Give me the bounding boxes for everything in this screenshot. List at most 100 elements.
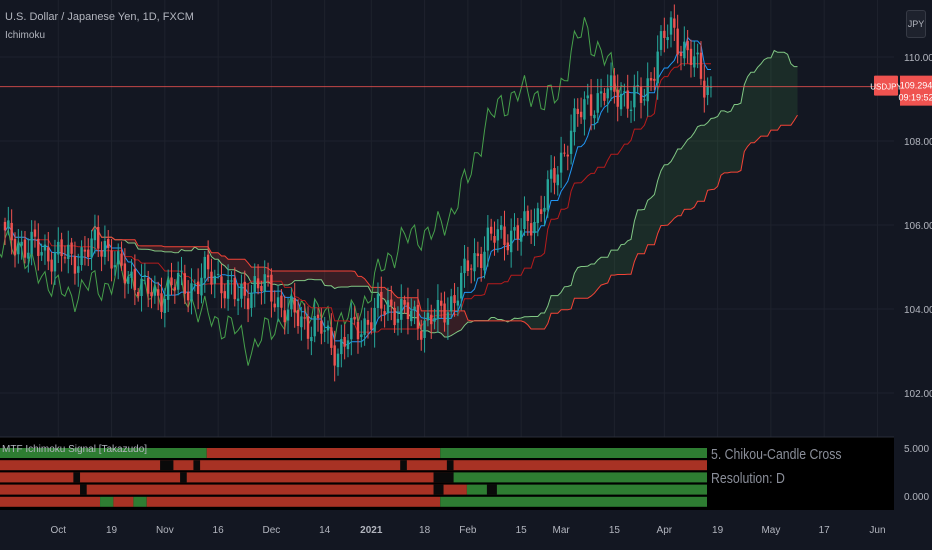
candle-body	[506, 242, 510, 251]
indicator-name[interactable]: Ichimoku	[5, 30, 46, 41]
candle-body	[443, 303, 446, 323]
candle-body	[50, 259, 53, 272]
candle-body	[483, 251, 486, 271]
candle-body	[656, 51, 659, 84]
signal-panel	[0, 436, 932, 510]
candle-body	[243, 281, 246, 296]
cloud-fill-bearish	[198, 246, 475, 337]
conversion-line	[4, 36, 711, 346]
signal-row-cell	[0, 448, 207, 458]
candle-body	[10, 222, 13, 241]
candle-body	[260, 285, 263, 292]
candle-body	[666, 37, 669, 41]
candle-body	[293, 298, 296, 313]
candle-body	[120, 253, 123, 266]
signal-row-cell	[486, 484, 497, 495]
time-tick-label: 2021	[360, 525, 383, 536]
candle-body	[93, 229, 97, 241]
candle-body	[170, 277, 173, 286]
candle-body	[180, 270, 183, 272]
candle-body	[210, 271, 213, 285]
candle-body	[706, 85, 709, 96]
candle-body	[366, 319, 370, 325]
candle-body	[403, 299, 406, 305]
candle-body	[686, 41, 689, 51]
candle-body	[383, 311, 386, 315]
time-tick-label: Dec	[263, 525, 281, 536]
candle-body	[473, 253, 476, 272]
candle-body	[137, 292, 140, 297]
candle-body	[609, 75, 613, 91]
currency-button[interactable]: JPY	[906, 10, 926, 38]
candle-body	[543, 207, 546, 212]
candle-body	[563, 152, 566, 154]
candle-body	[256, 278, 260, 289]
candle-body	[233, 277, 236, 300]
signal-row-cell	[100, 496, 114, 507]
candle-body	[183, 273, 187, 294]
candle-body	[663, 30, 666, 38]
signal-row-cell	[433, 484, 444, 495]
candle-body	[117, 251, 120, 265]
candle-body	[676, 28, 679, 55]
price-tick-label: 108.000	[904, 137, 932, 148]
candle-body	[513, 227, 516, 231]
candle-body	[693, 56, 696, 68]
candle-body	[127, 276, 130, 284]
candle-body	[440, 300, 443, 306]
candle-body	[216, 273, 220, 275]
candle-body	[673, 18, 676, 28]
candle-body	[466, 260, 470, 271]
candle-body	[390, 299, 393, 306]
candle-body	[110, 250, 113, 269]
candle-body	[280, 295, 283, 308]
candle-body	[47, 247, 50, 262]
candle-body	[553, 168, 556, 183]
candle-body	[653, 78, 656, 81]
time-tick-label: 19	[712, 525, 724, 536]
candle-body	[266, 275, 270, 278]
time-tick-label: May	[761, 525, 780, 536]
time-tick-label: Apr	[657, 525, 673, 536]
candle-body	[140, 278, 143, 297]
candle-body	[166, 279, 170, 300]
candle-body	[313, 316, 316, 337]
candle-body	[176, 272, 180, 290]
candle-body	[316, 314, 320, 319]
time-tick-label: 14	[319, 525, 331, 536]
candle-body	[430, 314, 433, 325]
candle-body	[433, 317, 436, 322]
signal-row-cell	[446, 460, 454, 471]
candle-body	[296, 310, 300, 327]
candle-body	[599, 91, 603, 94]
candle-body	[23, 239, 27, 258]
candle-body	[190, 283, 193, 301]
candle-body	[526, 210, 530, 221]
candle-body	[286, 309, 290, 321]
candle-body	[306, 316, 310, 339]
time-tick-label: 15	[516, 525, 528, 536]
candle-body	[40, 252, 43, 256]
candle-body	[470, 268, 473, 270]
candle-body	[340, 339, 343, 355]
candle-body	[613, 75, 616, 92]
candle-body	[646, 78, 649, 102]
candle-body	[370, 322, 373, 330]
candle-body	[97, 226, 100, 249]
candle-body	[699, 52, 703, 79]
candle-body	[346, 340, 350, 350]
signal-row-cell	[440, 448, 707, 458]
candle-body	[519, 230, 523, 242]
candle-body	[629, 109, 633, 112]
candle-body	[633, 85, 636, 108]
candle-body	[263, 274, 266, 292]
indicator-panel-title[interactable]: MTF Ichimoku Signal [Takazudo]	[2, 444, 148, 455]
candle-body	[336, 353, 340, 368]
candle-body	[516, 225, 520, 240]
candle-body	[619, 93, 623, 110]
price-tick-label: 102.000	[904, 389, 932, 400]
candle-body	[220, 276, 223, 294]
signal-row-cell	[206, 448, 441, 458]
